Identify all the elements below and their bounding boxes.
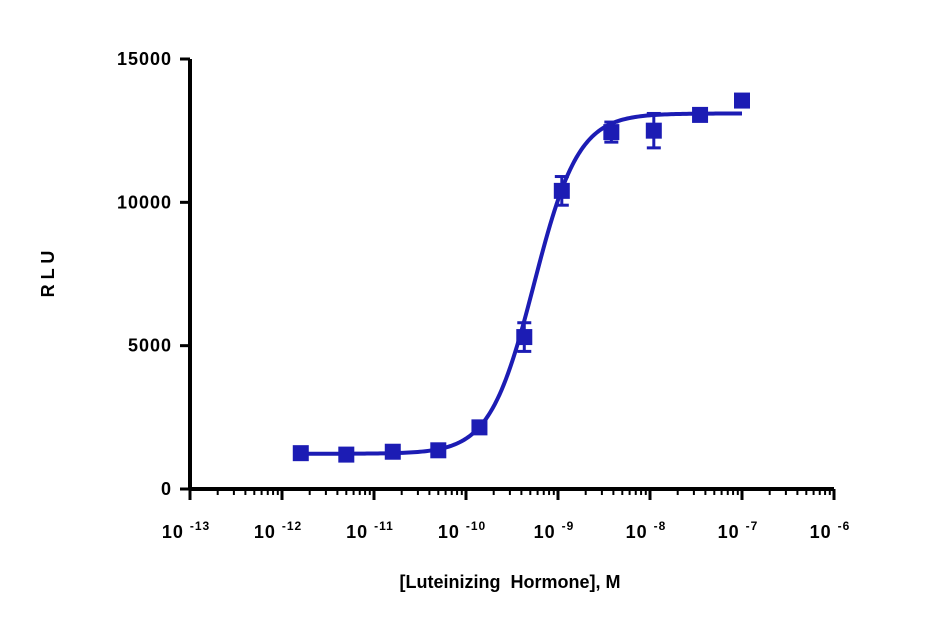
point-marker bbox=[471, 419, 488, 436]
y-tick-label: 5000 bbox=[128, 336, 172, 356]
x-tick-exponent: -9 bbox=[562, 519, 575, 533]
x-axis-title: [Luteinizing Hormone], M bbox=[400, 572, 621, 592]
point-marker bbox=[603, 124, 620, 141]
x-tick-label: 10 -9 bbox=[534, 519, 575, 542]
point-marker bbox=[645, 122, 662, 139]
data-point bbox=[384, 443, 401, 460]
data-points bbox=[292, 92, 750, 463]
x-tick-base: 10 bbox=[346, 522, 374, 542]
x-tick-base: 10 bbox=[254, 522, 282, 542]
point-marker bbox=[516, 329, 533, 346]
x-tick-exponent: -6 bbox=[838, 519, 851, 533]
y-tick-label: 10000 bbox=[117, 192, 172, 212]
point-marker bbox=[553, 182, 570, 199]
data-point bbox=[645, 111, 662, 150]
y-axis-title: R L U bbox=[38, 251, 58, 298]
x-tick-exponent: -8 bbox=[654, 519, 667, 533]
data-point bbox=[430, 442, 447, 459]
data-point bbox=[603, 120, 620, 144]
point-marker bbox=[292, 445, 309, 462]
data-point bbox=[516, 321, 533, 353]
point-marker bbox=[734, 92, 750, 109]
data-point bbox=[292, 445, 309, 462]
x-axis-ticks: 10 -13 10 -12 10 -11 10 -10 10 -9 10 -8 10 -7 1… bbox=[162, 489, 851, 542]
data-point bbox=[553, 175, 570, 207]
x-tick-label: 10 -6 bbox=[810, 519, 851, 542]
y-tick-label: 0 bbox=[161, 479, 172, 499]
point-marker bbox=[692, 106, 709, 123]
x-tick-exponent: -11 bbox=[374, 519, 394, 533]
point-marker bbox=[384, 443, 401, 460]
y-tick-label: 15000 bbox=[117, 49, 172, 69]
x-tick-label: 10 -7 bbox=[718, 519, 759, 542]
x-tick-label: 10 -10 bbox=[438, 519, 486, 542]
fit-curve bbox=[300, 111, 742, 456]
x-tick-base: 10 bbox=[810, 522, 838, 542]
y-axis-ticks: 0 5000 10000 15000 bbox=[117, 49, 190, 499]
x-tick-label: 10 -11 bbox=[346, 519, 394, 542]
point-marker bbox=[338, 446, 355, 463]
x-tick-base: 10 bbox=[718, 522, 746, 542]
data-point bbox=[692, 106, 709, 123]
x-tick-label: 10 -12 bbox=[254, 519, 302, 542]
data-point bbox=[338, 446, 355, 463]
axes bbox=[188, 59, 834, 491]
fit-curve-line bbox=[300, 111, 742, 456]
x-tick-base: 10 bbox=[438, 522, 466, 542]
x-tick-exponent: -7 bbox=[746, 519, 759, 533]
x-tick-exponent: -12 bbox=[282, 519, 302, 533]
x-tick-label: 10 -8 bbox=[626, 519, 667, 542]
point-marker bbox=[430, 442, 447, 459]
x-tick-base: 10 bbox=[626, 522, 654, 542]
x-tick-exponent: -13 bbox=[190, 519, 210, 533]
x-tick-base: 10 bbox=[534, 522, 562, 542]
data-point bbox=[471, 419, 488, 436]
x-tick-base: 10 bbox=[162, 522, 190, 542]
data-point bbox=[734, 92, 750, 109]
x-tick-exponent: -10 bbox=[466, 519, 486, 533]
x-tick-label: 10 -13 bbox=[162, 519, 210, 542]
